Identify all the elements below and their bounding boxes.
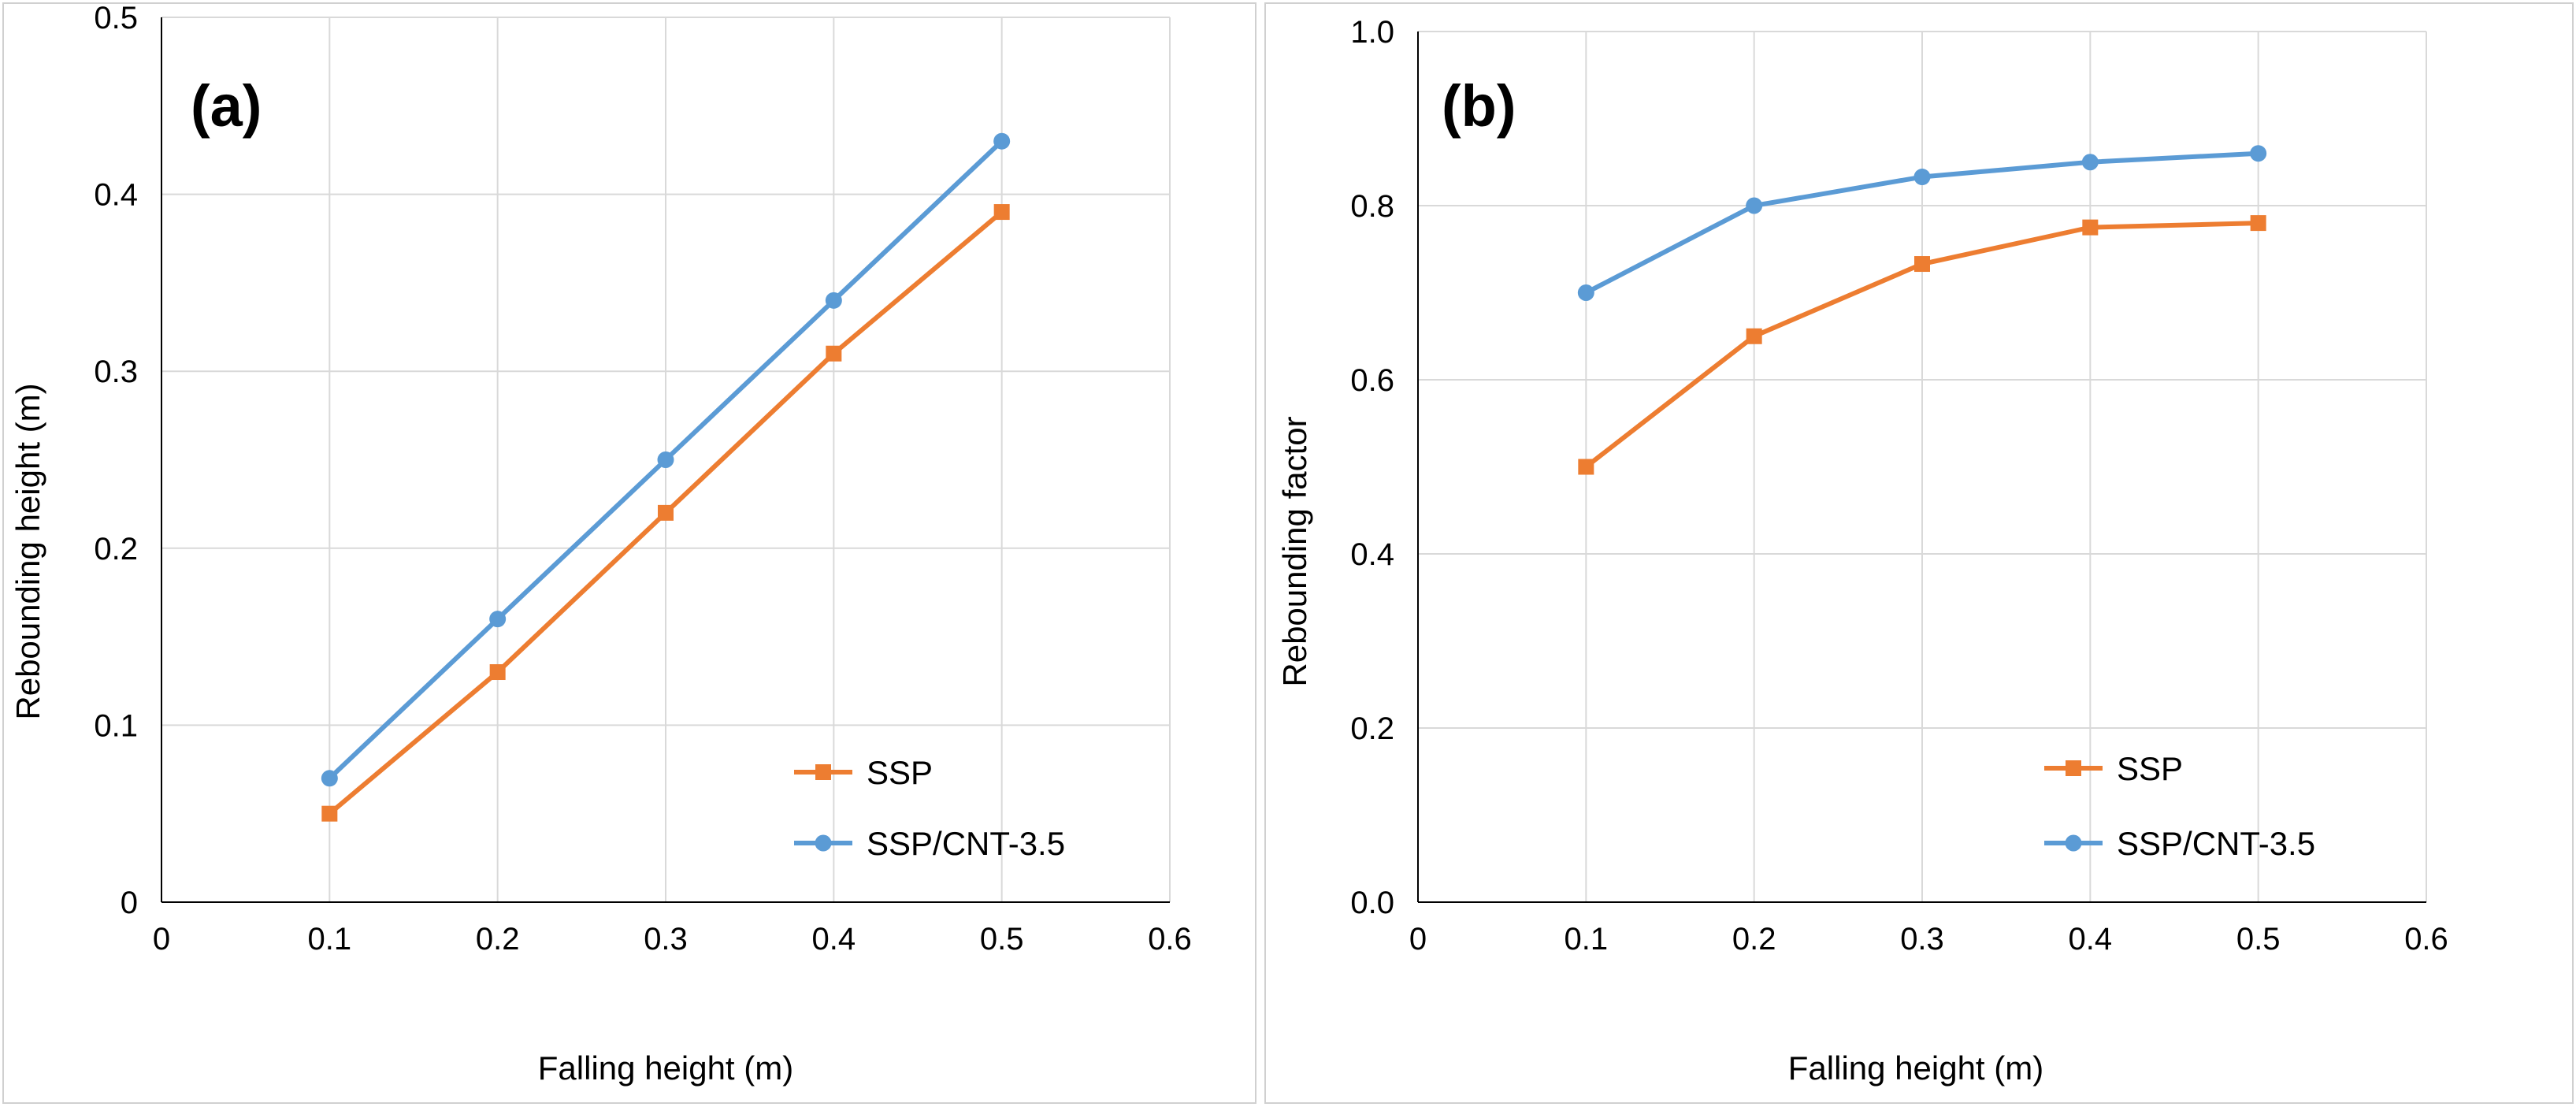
panel-a-legend-label-ssp-cnt: SSP/CNT-3.5 bbox=[867, 825, 1065, 862]
panel-b-legend-label-ssp: SSP bbox=[2117, 750, 2183, 787]
panel-b-y-tick-label: 0.4 bbox=[1350, 537, 1394, 572]
panel-b-x-tick-label: 0.5 bbox=[2236, 922, 2281, 957]
panel-b-legend-marker-shape-ssp bbox=[2066, 760, 2081, 776]
panel-b-series bbox=[1577, 145, 2267, 475]
panel-a-series bbox=[321, 132, 1011, 822]
panel-b-y-tick-label: 0.2 bbox=[1350, 711, 1394, 746]
panel-b-legend-marker-shape-ssp-cnt-3-5 bbox=[2065, 834, 2082, 852]
panel-a-y-tick-label: 0.2 bbox=[94, 532, 138, 567]
panel-b-legend: SSP SSP/CNT-3.5 bbox=[2044, 750, 2315, 862]
panel-a-y-tick-label: 0 bbox=[121, 886, 138, 920]
panel-a-x-tick-label: 0.3 bbox=[644, 922, 688, 957]
panel-b-tick-labels: 0 0.1 0.2 0.3 0.4 0.5 0.6 0.0 0.2 0.4 0.6 0.8 1.0 bbox=[1350, 15, 2448, 957]
panel-b-point-ssp-cnt-3-5 bbox=[1746, 197, 1763, 214]
panel-a-axes bbox=[161, 17, 1170, 903]
panel-b-point-ssp-cnt-3-5 bbox=[1913, 169, 1931, 186]
panel-a-point-ssp bbox=[489, 664, 506, 681]
panel-b-x-tick-label: 0 bbox=[1409, 922, 1427, 957]
panel-a-y-tick-label: 0.5 bbox=[94, 1, 138, 35]
panel-a-y-tick-label: 0.3 bbox=[94, 355, 138, 389]
panel-b-legend-label-ssp-cnt: SSP/CNT-3.5 bbox=[2117, 825, 2315, 862]
panel-a-x-tick-label: 0.6 bbox=[1148, 922, 1192, 957]
panel-b-y-axis-title: Rebounding factor bbox=[1276, 416, 1313, 686]
panel-b-point-ssp bbox=[1578, 459, 1594, 475]
panel-a-x-tick-label: 0 bbox=[153, 922, 170, 957]
panel-b-point-ssp-cnt-3-5 bbox=[2081, 154, 2099, 171]
panel-a-x-tick-label: 0.1 bbox=[308, 922, 352, 957]
panel-a-point-ssp-cnt-3-5 bbox=[489, 611, 507, 628]
panel-b-x-tick-label: 0.3 bbox=[1900, 922, 1944, 957]
panel-b-legend-marker-ssp bbox=[2066, 760, 2081, 776]
panel-b-x-tick-label: 0.2 bbox=[1732, 922, 1776, 957]
panel-b-point-ssp bbox=[2250, 215, 2266, 232]
panel-b-x-axis-title: Falling height (m) bbox=[1788, 1049, 2043, 1087]
panel-a-label: (a) bbox=[191, 73, 262, 139]
panel-a-y-tick-label: 0.1 bbox=[94, 708, 138, 743]
panel-a-point-ssp bbox=[993, 204, 1010, 221]
panel-a-point-ssp bbox=[826, 345, 842, 362]
panel-b-point-ssp-cnt-3-5 bbox=[1577, 284, 1594, 301]
panel-a-point-ssp bbox=[658, 504, 674, 521]
panel-a-legend-marker-ssp-cnt bbox=[815, 834, 832, 852]
panel-a-legend-marker-ssp bbox=[815, 764, 831, 780]
panel-b-y-tick-label: 0.6 bbox=[1350, 363, 1394, 398]
panel-b-label: (b) bbox=[1442, 73, 1516, 139]
panel-a-legend: SSP SSP/CNT-3.5 bbox=[794, 754, 1065, 862]
panel-b-legend-marker-ssp-cnt bbox=[2065, 834, 2082, 852]
panel-a-point-ssp-cnt-3-5 bbox=[321, 770, 338, 787]
panel-b-point-ssp bbox=[1914, 256, 1930, 273]
panel-a-y-tick-label: 0.4 bbox=[94, 178, 138, 213]
panel-b-axes bbox=[1417, 32, 2426, 903]
panel-a-point-ssp-cnt-3-5 bbox=[825, 292, 842, 309]
panel-b-y-tick-label: 0.0 bbox=[1350, 886, 1394, 920]
panel-b: 0 0.1 0.2 0.3 0.4 0.5 0.6 0.0 0.2 0.4 0.6 0.8 1.0 (b… bbox=[1264, 2, 2574, 1104]
panel-a-x-tick-label: 0.4 bbox=[812, 922, 856, 957]
panel-a-tick-labels: 0 0.1 0.2 0.3 0.4 0.5 0.6 0 0.1 0.2 0.3 0.4 0.5 bbox=[94, 1, 1191, 957]
panel-b-y-tick-label: 0.8 bbox=[1350, 189, 1394, 224]
panel-a-legend-marker-shape-ssp-cnt-3-5 bbox=[815, 834, 832, 852]
panel-a-point-ssp-cnt-3-5 bbox=[993, 132, 1011, 150]
panel-b-y-tick-label: 1.0 bbox=[1350, 15, 1394, 50]
panel-b-point-ssp bbox=[1746, 328, 1762, 344]
panel-a-frame bbox=[2, 2, 1256, 1104]
panel-a-point-ssp-cnt-3-5 bbox=[657, 451, 674, 468]
panel-a-y-axis-title: Rebounding height (m) bbox=[9, 383, 46, 719]
panel-a-x-tick-label: 0.2 bbox=[476, 922, 520, 957]
panel-b-x-tick-label: 0.4 bbox=[2069, 922, 2113, 957]
panel-a-point-ssp bbox=[321, 805, 338, 822]
panel-a-legend-label-ssp: SSP bbox=[867, 754, 933, 791]
panel-a-x-tick-label: 0.5 bbox=[980, 922, 1024, 957]
panel-b-point-ssp bbox=[2082, 219, 2099, 236]
panel-b-x-tick-label: 0.6 bbox=[2404, 922, 2448, 957]
panel-b-x-tick-label: 0.1 bbox=[1565, 922, 1609, 957]
panel-a-legend-marker-shape-ssp bbox=[815, 764, 831, 780]
panel-a: 0 0.1 0.2 0.3 0.4 0.5 0.600.10.20.30.40.5 (a) … bbox=[2, 1, 1256, 1104]
panel-b-point-ssp-cnt-3-5 bbox=[2250, 145, 2267, 162]
panel-a-x-axis-title: Falling height (m) bbox=[538, 1049, 793, 1087]
